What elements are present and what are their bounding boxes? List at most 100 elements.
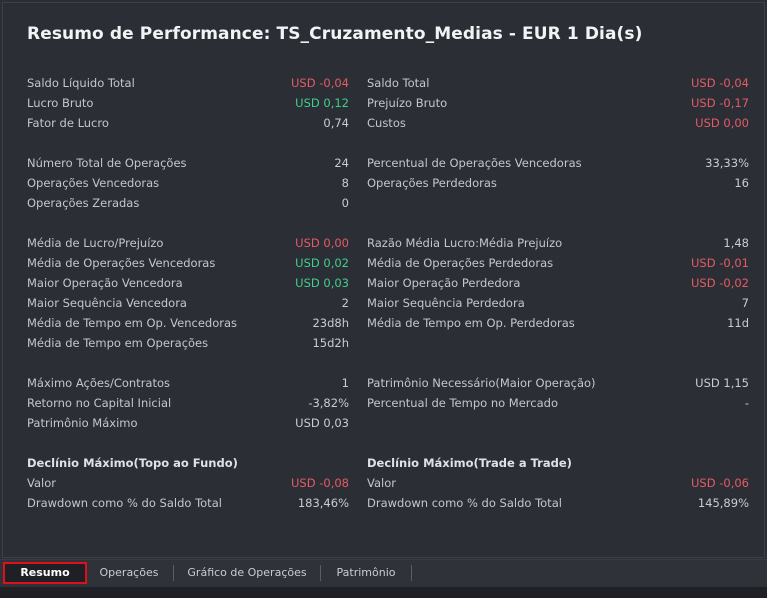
metric-label: Prejuízo Bruto (367, 96, 448, 110)
metric-value: USD 0,00 (695, 116, 749, 130)
metric-row: Maior Sequência Perdedora 7 (367, 293, 749, 313)
metric-row: Valor USD -0,06 (367, 473, 749, 493)
metric-value: USD -0,06 (691, 476, 749, 490)
tab-grafico-de-operacoes[interactable]: Gráfico de Operações (187, 566, 307, 579)
right-group-2: Percentual de Operações Vencedoras 33,33%… (367, 153, 749, 213)
metric-label: Operações Vencedoras (27, 176, 160, 190)
metric-label: Média de Tempo em Operações (27, 336, 209, 350)
metric-row: Máximo Ações/Contratos 1 (27, 373, 349, 393)
metric-row: Operações Vencedoras 8 (27, 173, 349, 193)
metric-value: 11d (727, 316, 749, 330)
metric-value: 0 (341, 196, 349, 210)
left-group-1: Saldo Líquido Total USD -0,04 Lucro Bruto… (27, 73, 349, 133)
metric-value: 23d8h (312, 316, 349, 330)
metric-label: Média de Tempo em Op. Vencedoras (27, 316, 237, 330)
bottom-strip (0, 587, 767, 598)
metric-label: Lucro Bruto (27, 96, 94, 110)
metric-row: Drawdown como % do Saldo Total 183,46% (27, 493, 349, 513)
metric-label: Retorno no Capital Inicial (27, 396, 172, 410)
right-group-4: Patrimônio Necessário(Maior Operação) USD… (367, 373, 749, 433)
metric-value: 15d2h (312, 336, 349, 350)
metric-row: Saldo Total USD -0,04 (367, 73, 749, 93)
metric-row: Valor USD -0,08 (27, 473, 349, 493)
metric-row: Patrimônio Necessário(Maior Operação) USD… (367, 373, 749, 393)
metric-row: Percentual de Tempo no Mercado - (367, 393, 749, 413)
metric-row: Operações Perdedoras 16 (367, 173, 749, 193)
tab-separator (411, 565, 412, 581)
metric-row: Lucro Bruto USD 0,12 (27, 93, 349, 113)
metric-value: 24 (334, 156, 349, 170)
tab-operacoes[interactable]: Operações (99, 566, 159, 579)
section-heading-label: Declínio Máximo(Trade a Trade) (367, 456, 572, 470)
metric-row: Operações Zeradas 0 (27, 193, 349, 213)
metric-label: Drawdown como % do Saldo Total (367, 496, 562, 510)
left-metrics-column: Saldo Líquido Total USD -0,04 Lucro Bruto… (27, 73, 349, 513)
metric-label: Maior Sequência Vencedora (27, 296, 187, 310)
section-heading: Declínio Máximo(Trade a Trade) (367, 453, 749, 473)
performance-summary-panel: Resumo de Performance: TS_Cruzamento_Med… (2, 2, 765, 558)
metric-value: USD 0,03 (295, 416, 349, 430)
metric-row: Maior Operação Perdedora USD -0,02 (367, 273, 749, 293)
left-group-4: Máximo Ações/Contratos 1 Retorno no Capit… (27, 373, 349, 433)
left-group-3: Média de Lucro/Prejuízo USD 0,00 Média de… (27, 233, 349, 353)
section-heading-label: Declínio Máximo(Topo ao Fundo) (27, 456, 238, 470)
metric-value: 183,46% (297, 496, 349, 510)
metric-label: Média de Lucro/Prejuízo (27, 236, 164, 250)
metric-value: 1 (341, 376, 349, 390)
metric-label: Média de Tempo em Op. Perdedoras (367, 316, 575, 330)
metric-value: - (744, 396, 749, 410)
metric-row: Fator de Lucro 0,74 (27, 113, 349, 133)
metric-row: Maior Operação Vencedora USD 0,03 (27, 273, 349, 293)
metric-row: Média de Tempo em Op. Perdedoras 11d (367, 313, 749, 333)
metric-row: Maior Sequência Vencedora 2 (27, 293, 349, 313)
metric-value: 2 (341, 296, 349, 310)
metric-row: Custos USD 0,00 (367, 113, 749, 133)
left-drawdown-group: Declínio Máximo(Topo ao Fundo) Valor USD … (27, 453, 349, 513)
metric-row: Patrimônio Máximo USD 0,03 (27, 413, 349, 433)
metric-value: USD -0,08 (291, 476, 349, 490)
metric-value: USD -0,17 (691, 96, 749, 110)
metric-value: 145,89% (697, 496, 749, 510)
metric-label: Patrimônio Necessário(Maior Operação) (367, 376, 596, 390)
metric-label: Média de Operações Vencedoras (27, 256, 216, 270)
metric-row: Média de Operações Vencedoras USD 0,02 (27, 253, 349, 273)
metric-value: -3,82% (308, 396, 349, 410)
metric-value: USD 0,03 (295, 276, 349, 290)
metric-row: Saldo Líquido Total USD -0,04 (27, 73, 349, 93)
metric-label: Número Total de Operações (27, 156, 187, 170)
metric-value: 16 (734, 176, 749, 190)
metric-label: Razão Média Lucro:Média Prejuízo (367, 236, 563, 250)
metric-label: Maior Sequência Perdedora (367, 296, 525, 310)
metric-label: Saldo Líquido Total (27, 76, 135, 90)
metric-row: Razão Média Lucro:Média Prejuízo 1,48 (367, 233, 749, 253)
metric-label: Operações Zeradas (27, 196, 140, 210)
metric-value: USD 1,15 (695, 376, 749, 390)
right-metrics-column: Saldo Total USD -0,04 Prejuízo Bruto USD -… (367, 73, 749, 513)
metric-label: Percentual de Operações Vencedoras (367, 156, 582, 170)
metric-row: Drawdown como % do Saldo Total 145,89% (367, 493, 749, 513)
metric-label: Drawdown como % do Saldo Total (27, 496, 222, 510)
metric-row: Média de Tempo em Op. Vencedoras 23d8h (27, 313, 349, 333)
metric-value: USD 0,00 (295, 236, 349, 250)
metric-label: Valor (27, 476, 56, 490)
metric-row: Retorno no Capital Inicial -3,82% (27, 393, 349, 413)
bottom-tab-bar: Resumo Operações Gráfico de Operações Pa… (0, 559, 767, 587)
right-drawdown-group: Declínio Máximo(Trade a Trade) Valor USD … (367, 453, 749, 513)
metric-label: Máximo Ações/Contratos (27, 376, 171, 390)
metric-label: Custos (367, 116, 406, 130)
tab-patrimonio[interactable]: Patrimônio (336, 566, 396, 579)
metric-label: Operações Perdedoras (367, 176, 497, 190)
tab-separator (173, 565, 174, 581)
metric-row: Número Total de Operações 24 (27, 153, 349, 173)
tab-resumo[interactable]: Resumo (3, 562, 87, 584)
left-group-2: Número Total de Operações 24 Operações Ve… (27, 153, 349, 213)
metric-label: Maior Operação Perdedora (367, 276, 521, 290)
metric-row: Média de Operações Perdedoras USD -0,01 (367, 253, 749, 273)
metric-label: Fator de Lucro (27, 116, 109, 130)
metric-row: Média de Lucro/Prejuízo USD 0,00 (27, 233, 349, 253)
metric-row: Percentual de Operações Vencedoras 33,33% (367, 153, 749, 173)
metric-value: USD -0,04 (291, 76, 349, 90)
metric-row: Média de Tempo em Operações 15d2h (27, 333, 349, 353)
section-heading: Declínio Máximo(Topo ao Fundo) (27, 453, 349, 473)
metric-row: Prejuízo Bruto USD -0,17 (367, 93, 749, 113)
